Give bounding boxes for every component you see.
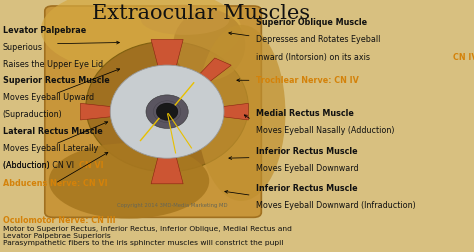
Ellipse shape [173, 11, 246, 81]
Polygon shape [151, 40, 183, 68]
FancyBboxPatch shape [45, 7, 261, 217]
Text: CN IV: CN IV [453, 52, 474, 61]
Text: Moves Eyeball Upward: Moves Eyeball Upward [3, 93, 94, 102]
Text: Superior Rectus Muscle: Superior Rectus Muscle [3, 76, 109, 85]
Text: Inferior Rectus Muscle: Inferior Rectus Muscle [256, 146, 357, 155]
Ellipse shape [156, 104, 178, 121]
Text: Superior Oblique Muscle: Superior Oblique Muscle [256, 18, 367, 27]
Text: Depresses and Rotates Eyeball: Depresses and Rotates Eyeball [256, 35, 380, 44]
Polygon shape [151, 156, 183, 184]
Text: Moves Eyeball Nasally (Adduction): Moves Eyeball Nasally (Adduction) [256, 125, 394, 135]
Text: Copyright 2014 3MD-Media Marketing MD: Copyright 2014 3MD-Media Marketing MD [117, 202, 228, 207]
Text: inward (Intorsion) on its axis: inward (Intorsion) on its axis [256, 52, 372, 61]
Text: Levator Palpebrae: Levator Palpebrae [3, 26, 86, 35]
Ellipse shape [197, 26, 285, 201]
Text: Moves Eyeball Downward (Infraduction): Moves Eyeball Downward (Infraduction) [256, 201, 416, 210]
Text: Extraocular Muscles: Extraocular Muscles [92, 5, 310, 23]
Ellipse shape [86, 42, 248, 172]
Text: Abducens Nerve: CN VI: Abducens Nerve: CN VI [3, 179, 107, 187]
Polygon shape [81, 104, 116, 120]
Text: (Supraduction): (Supraduction) [3, 110, 63, 119]
Ellipse shape [49, 144, 209, 219]
Text: Oculomotor Nerve: CN III: Oculomotor Nerve: CN III [3, 215, 115, 224]
Polygon shape [219, 104, 248, 120]
Text: CN VI: CN VI [79, 160, 104, 169]
Polygon shape [184, 59, 231, 95]
Ellipse shape [141, 6, 229, 36]
Text: (Abduction) CN VI: (Abduction) CN VI [3, 160, 73, 169]
Text: Raises the Upper Eye Lid: Raises the Upper Eye Lid [3, 60, 103, 69]
Text: Trochlear Nerve: CN IV: Trochlear Nerve: CN IV [256, 76, 359, 85]
Ellipse shape [146, 96, 188, 129]
Text: Superious: Superious [3, 43, 43, 52]
Ellipse shape [110, 66, 224, 159]
Text: Motor to Superior Rectus, Inferior Rectus, Inferior Oblique, Medial Rectus and
L: Motor to Superior Rectus, Inferior Rectu… [3, 225, 292, 245]
Ellipse shape [41, 0, 241, 75]
Text: Lateral Rectus Muscle: Lateral Rectus Muscle [3, 126, 102, 135]
Text: Moves Eyeball Laterally: Moves Eyeball Laterally [3, 143, 98, 152]
Text: Medial Rectus Muscle: Medial Rectus Muscle [256, 108, 354, 117]
Text: (Abduction): (Abduction) [3, 160, 52, 169]
Text: Moves Eyeball Downward: Moves Eyeball Downward [256, 163, 358, 172]
Text: Inferior Rectus Muscle: Inferior Rectus Muscle [256, 184, 357, 193]
